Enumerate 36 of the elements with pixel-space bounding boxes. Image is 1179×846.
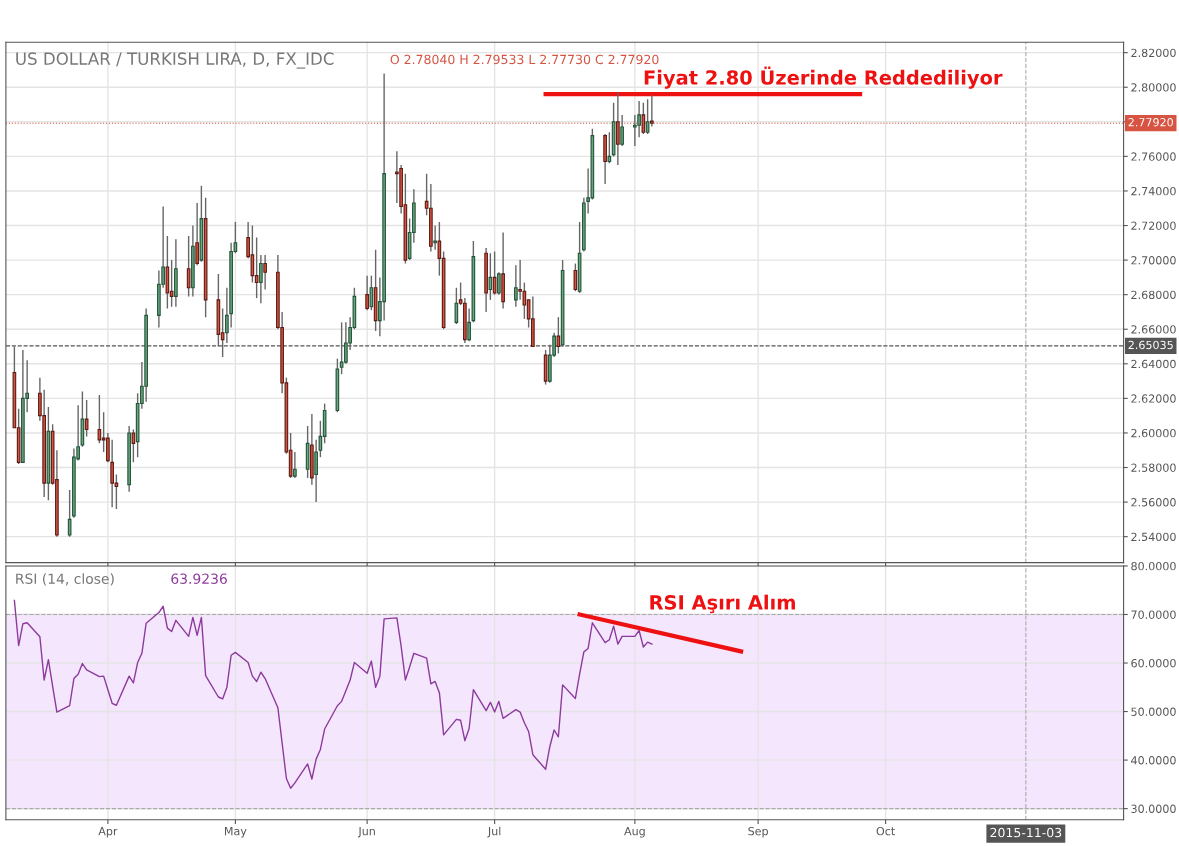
x-tick-label: Aug [624,827,645,838]
x-tick-label: Apr [98,827,118,838]
y-tick-label: 2.58000 [1131,463,1176,472]
y-tick-label: 2.80000 [1131,83,1176,92]
y-tick-label: 70.0000 [1131,610,1176,619]
y-tick-label: 2.74000 [1131,186,1176,196]
y-tick-label: 50.0000 [1131,707,1176,716]
x-tick-label: Oct [876,826,895,836]
annotation: RSI Aşırı Alım [650,594,795,614]
y-tick-label: 30.0000 [1131,804,1176,813]
annotation: 63.9236 [171,573,227,584]
y-tick-label: 2.54000 [1131,532,1176,542]
y-tick-label: 2.66000 [1131,325,1176,334]
ref-line-label: 2015-11-03 [990,827,1062,838]
x-tick-label: Jul [487,826,501,838]
y-tick-label: 2.72000 [1131,221,1176,230]
y-tick-label: 2.82000 [1131,48,1176,58]
chart-title: RSI (14, close) [16,573,114,586]
y-tick-label: 2.68000 [1131,290,1176,300]
y-tick-label: 2.56000 [1131,498,1176,507]
text: US DOLLAR / TURKISH LIRA, D, FX_IDC [16,52,334,69]
ref-line-label: 2.65035 [1128,340,1173,350]
y-tick-label: 2.70000 [1131,256,1176,265]
x-tick-label: May [224,827,247,838]
y-tick-label: 2.64000 [1131,359,1176,369]
text: O 2.78040 H 2.79533 L 2.77730 C 2.77920 [390,54,659,65]
ref-line-label: 2.77920 [1128,118,1173,127]
y-tick-label: 2.62000 [1131,394,1176,403]
y-tick-label: 2.60000 [1131,428,1176,438]
y-tick-label: 40.0000 [1131,756,1176,765]
annotation: Fiyat 2.80 Üzerinde Reddediliyor [644,66,1003,89]
x-tick-label: Jun [357,827,375,838]
x-tick-label: Sep [748,826,768,838]
y-tick-label: 2.76000 [1131,152,1176,161]
y-tick-label: 80.0000 [1131,561,1176,571]
y-tick-label: 60.0000 [1131,659,1176,668]
